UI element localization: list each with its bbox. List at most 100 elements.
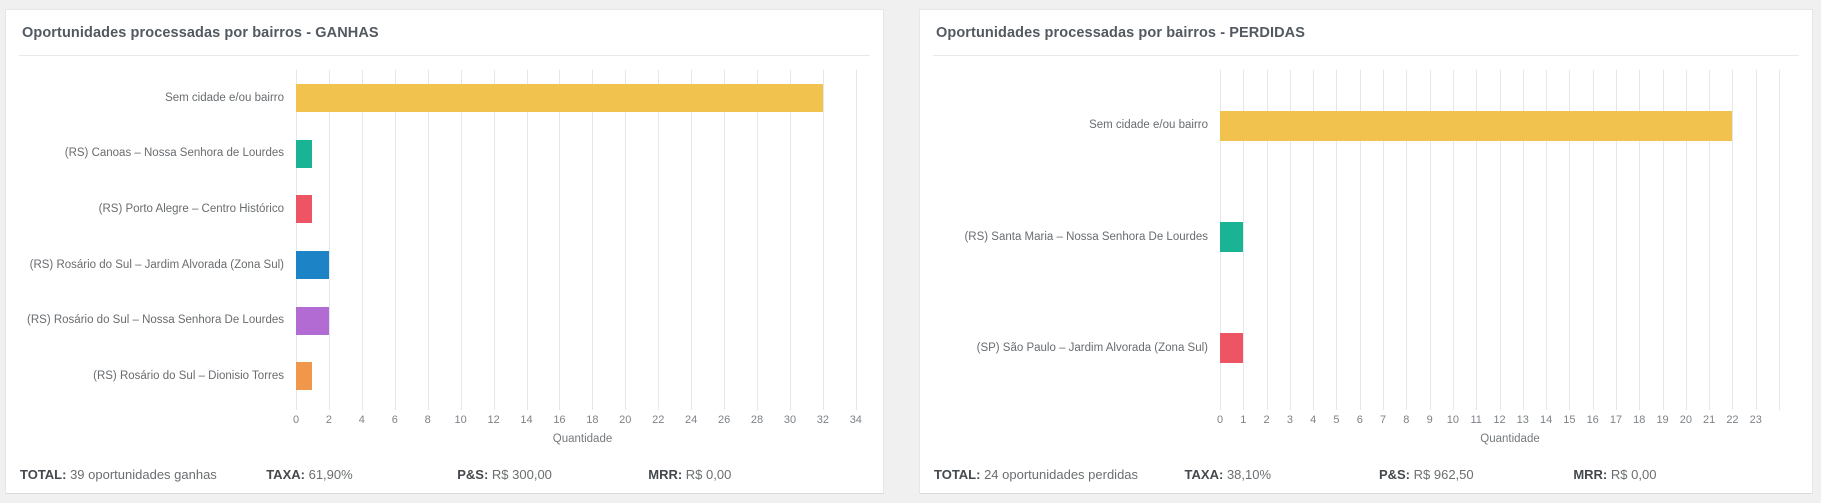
panel-perdidas: Oportunidades processadas por bairros - … xyxy=(919,9,1813,494)
bar-track xyxy=(296,348,869,404)
gridline xyxy=(789,70,791,410)
bar[interactable] xyxy=(1220,221,1244,252)
bar-track xyxy=(1220,181,1800,292)
x-tick-label: 8 xyxy=(424,414,431,426)
bar[interactable] xyxy=(296,362,313,391)
bar[interactable] xyxy=(296,195,313,224)
x-tick-label: 12 xyxy=(487,414,500,426)
x-axis-label: Quantidade xyxy=(1480,433,1540,445)
x-tick-label: 3 xyxy=(1286,414,1293,426)
chart-row: (RS) Porto Alegre – Centro Histórico xyxy=(16,181,869,237)
bar[interactable] xyxy=(1220,333,1244,364)
stat-total-label: TOTAL: xyxy=(934,467,981,482)
x-axis-label: Quantidade xyxy=(552,433,613,445)
gridline xyxy=(1779,70,1781,410)
bar[interactable] xyxy=(296,250,329,279)
x-tick-label: 23 xyxy=(1749,414,1762,426)
bar[interactable] xyxy=(296,83,823,112)
x-tick-label: 22 xyxy=(652,414,665,426)
panel-footer: TOTAL: 39 oportunidades ganhas TAXA: 61,… xyxy=(20,467,869,482)
bar-track xyxy=(296,293,869,349)
chart-row: Sem cidade e/ou bairro xyxy=(16,70,869,126)
x-tick-label: 24 xyxy=(685,414,698,426)
x-tick-label: 15 xyxy=(1563,414,1576,426)
gridline xyxy=(625,70,627,410)
bar[interactable] xyxy=(296,306,329,335)
stat-mrr-value: R$ 0,00 xyxy=(1610,467,1657,482)
x-tick-label: 4 xyxy=(1310,414,1317,426)
x-tick-label: 1 xyxy=(1240,414,1247,426)
x-tick-label: 28 xyxy=(750,414,764,426)
x-tick-label: 8 xyxy=(1403,414,1410,426)
gridline xyxy=(361,70,363,410)
category-label: (SP) São Paulo – Jardim Alvorada (Zona S… xyxy=(976,342,1208,355)
x-tick-label: 5 xyxy=(1333,414,1340,426)
stat-total: TOTAL: 39 oportunidades ganhas xyxy=(20,467,266,482)
gridline xyxy=(1452,70,1454,410)
x-tick-label: 0 xyxy=(292,414,300,426)
gridline xyxy=(855,70,857,410)
gridline xyxy=(1429,70,1431,410)
gridline xyxy=(328,70,330,410)
gridline xyxy=(427,70,429,410)
gridline xyxy=(757,70,759,410)
stat-taxa: TAXA: 61,90% xyxy=(266,467,457,482)
gridline xyxy=(1522,70,1524,410)
chart-row: (RS) Canoas – Nossa Senhora de Lourdes xyxy=(16,126,869,182)
stat-taxa-value: 38,10% xyxy=(1226,467,1272,482)
gridline xyxy=(724,70,726,410)
gridline xyxy=(394,70,396,410)
stat-mrr-label: MRR: xyxy=(1573,467,1608,482)
x-grid: 0 1 2 3 4 5 6 7 8 9 10 11 12 13 14 15 16 17 18 19 20 21 22 23 Qu… xyxy=(1217,70,1800,445)
panel-footer: TOTAL: 24 oportunidades perdidas TAXA: 3… xyxy=(934,467,1798,482)
gridline xyxy=(1476,70,1478,410)
stat-taxa-label: TAXA: xyxy=(1184,467,1224,482)
panel-title: Oportunidades processadas por bairros - … xyxy=(936,25,1305,41)
x-tick-label: 17 xyxy=(1609,414,1623,426)
x-tick-label: 16 xyxy=(1586,414,1599,426)
category-label: Sem cidade e/ou bairro xyxy=(165,91,284,104)
panel-title: Oportunidades processadas por bairros - … xyxy=(22,25,379,41)
bar-chart-ganhas: 0 2 4 6 8 10 12 14 16 18 20 22 24 26 28 30 32 34 Quantidad… xyxy=(16,70,869,445)
gridline xyxy=(460,70,462,410)
x-tick-label: 21 xyxy=(1703,414,1716,426)
stat-ps-label: P&S: xyxy=(1378,467,1410,482)
x-tick-label: 6 xyxy=(391,414,398,426)
bar-chart-perdidas: 0 1 2 3 4 5 6 7 8 9 10 11 12 13 14 15 16 17 18 19 20 21 22 23 Qu… xyxy=(930,70,1800,445)
panel-header: Oportunidades processadas por bairros - … xyxy=(19,10,870,56)
x-tick-label: 12 xyxy=(1493,414,1506,426)
chart-rows: Sem cidade e/ou bairro (RS) Santa Maria –… xyxy=(930,70,1800,404)
x-tick-label: 26 xyxy=(717,414,731,426)
x-grid: 0 2 4 6 8 10 12 14 16 18 20 22 24 26 28 30 32 34 Quantidad… xyxy=(293,70,869,445)
stat-total-label: TOTAL: xyxy=(20,467,67,482)
gridline xyxy=(822,70,824,410)
x-tick-label: 14 xyxy=(520,414,533,426)
x-tick-label: 20 xyxy=(619,414,632,426)
gridline xyxy=(1592,70,1594,410)
stat-taxa-value: 61,90% xyxy=(308,467,353,482)
gridline xyxy=(296,70,297,410)
stat-ps-label: P&S: xyxy=(457,467,489,482)
stat-total: TOTAL: 24 oportunidades perdidas xyxy=(934,467,1185,482)
x-tick-label: 0 xyxy=(1216,414,1224,426)
gridline xyxy=(1499,70,1501,410)
gridline xyxy=(493,70,495,410)
stat-mrr-label: MRR: xyxy=(648,467,683,482)
x-tick-label: 18 xyxy=(586,414,599,426)
bar[interactable] xyxy=(1220,110,1733,141)
gridline xyxy=(1546,70,1548,410)
gridline xyxy=(1709,70,1711,410)
gridline xyxy=(1406,70,1408,410)
gridline xyxy=(1383,70,1385,410)
bar-track xyxy=(296,126,869,182)
gridline xyxy=(592,70,594,410)
bar[interactable] xyxy=(296,139,313,168)
panel-header: Oportunidades processadas por bairros - … xyxy=(933,10,1799,56)
bar-track xyxy=(1220,293,1800,404)
chart-row: (RS) Rosário do Sul – Jardim Alvorada (Z… xyxy=(16,237,869,293)
stat-mrr-value: R$ 962,50 xyxy=(1413,467,1474,482)
x-tick-label: 16 xyxy=(553,414,566,426)
stat-mrr-value: R$ 0,00 xyxy=(685,467,732,482)
stat-taxa-label: TAXA: xyxy=(266,467,305,482)
gridline xyxy=(526,70,528,410)
